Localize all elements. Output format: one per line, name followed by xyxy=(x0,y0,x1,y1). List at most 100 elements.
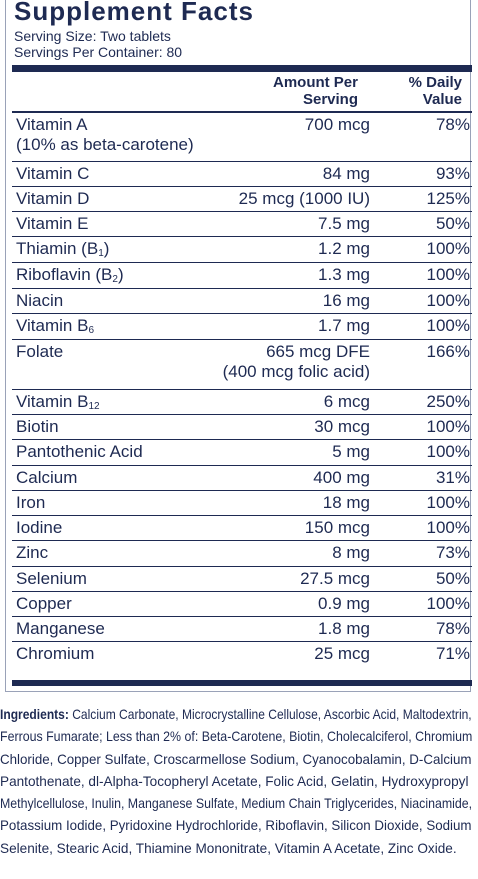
nutrient-name: Calcium xyxy=(16,468,77,488)
nutrient-name: Vitamin C xyxy=(16,164,89,184)
nutrient-name-subscript: 2 xyxy=(112,274,118,285)
amount-column-header: Amount Per Serving xyxy=(218,74,358,108)
nutrient-note: (10% as beta-carotene) xyxy=(16,135,194,154)
nutrient-name: Riboflavin (B2) xyxy=(16,265,124,290)
table-row: Vitamin D 25 mcg (1000 IU) 125% xyxy=(12,187,472,212)
amount-per-serving: 700 mcg xyxy=(304,115,370,134)
nutrient-name-text: Calcium xyxy=(16,468,78,487)
ingredients-line: Ingredients: Calcium Carbonate, Microcry… xyxy=(0,704,472,726)
amount-per-serving: 1.7 mg xyxy=(318,316,370,335)
nutrient-name-text: Chromium xyxy=(16,644,95,663)
amount-per-serving: 25 mcg (1000 IU) xyxy=(238,189,370,208)
ingredients-text: Calcium Carbonate, Microcrystalline Cell… xyxy=(68,707,472,722)
ingredients-label: Ingredients: xyxy=(0,707,69,722)
daily-value: 78% xyxy=(435,115,470,134)
thick-divider xyxy=(12,65,472,72)
table-row: Riboflavin (B2) 1.3 mg 100% xyxy=(12,263,472,289)
nutrient-name: Vitamin B6 xyxy=(16,316,94,341)
amount-per-serving: 16 mg xyxy=(322,291,370,310)
nutrient-name-text: Thiamin (B xyxy=(16,239,99,258)
nutrient-name-suffix: ) xyxy=(103,239,110,258)
nutrient-name: Iodine xyxy=(16,518,62,538)
daily-value: 31% xyxy=(435,468,470,487)
table-row: Vitamin C 84 mg 93% xyxy=(12,162,472,187)
nutrient-name-text: Riboflavin (B xyxy=(16,265,113,284)
nutrient-name: Pantothenic Acid xyxy=(16,442,143,462)
table-row: Folate 665 mcg DFE 166% (400 mcg folic acid… xyxy=(12,340,472,390)
daily-value-column-header: % Daily Value xyxy=(372,74,462,108)
amount-per-serving: 665 mcg DFE xyxy=(266,342,370,361)
ingredients-text: Methylcellulose, Inulin, Manganese Sulfa… xyxy=(0,796,473,812)
ingredients-line: Selenite, Stearic Acid, Thiamine Mononit… xyxy=(0,838,457,860)
nutrient-name: Vitamin D xyxy=(16,189,89,209)
daily-value: 50% xyxy=(435,569,470,588)
amount-per-serving: 400 mg xyxy=(313,468,370,487)
nutrient-name-text: Vitamin B xyxy=(16,316,89,335)
table-row: Iron 18 mg 100% xyxy=(12,491,472,516)
daily-value: 71% xyxy=(435,644,470,663)
daily-value: 125% xyxy=(426,189,470,208)
table-row: Manganese 1.8 mg 78% xyxy=(12,617,472,642)
nutrient-name-text: Selenium xyxy=(16,569,87,588)
nutrient-name-text: Vitamin D xyxy=(16,189,90,208)
table-row: Chromium 25 mcg 71% xyxy=(12,642,472,667)
ingredients-block: Ingredients: Calcium Carbonate, Microcry… xyxy=(0,704,478,860)
nutrient-name: Copper xyxy=(16,594,72,614)
bottom-divider xyxy=(12,680,472,686)
supplement-facts-panel: Supplement Facts Serving Size: Two table… xyxy=(5,0,472,692)
table-row: Vitamin B12 6 mcg 250% xyxy=(12,390,472,415)
nutrient-table: Vitamin A 700 mcg 78% (10% as beta-carotene… xyxy=(12,113,472,667)
daily-value: 50% xyxy=(435,214,470,233)
nutrient-name-text: Manganese xyxy=(16,619,105,638)
daily-value: 78% xyxy=(435,619,470,638)
amount-per-serving: 0.9 mg xyxy=(318,594,370,613)
amount-per-serving: 7.5 mg xyxy=(318,214,370,233)
nutrient-name-text: Folate xyxy=(16,342,64,361)
servings-per-container: Servings Per Container: 80 xyxy=(14,44,183,60)
ingredients-text: Ferrous Fumarate; Less than 2% of: Beta-… xyxy=(0,729,473,745)
nutrient-name: Biotin xyxy=(16,417,59,437)
nutrient-name: Chromium xyxy=(16,644,94,664)
nutrient-name-text: Vitamin B xyxy=(16,392,89,411)
daily-value: 166% xyxy=(426,342,470,361)
nutrient-name-text: Iodine xyxy=(16,518,63,537)
daily-value: 250% xyxy=(426,392,470,411)
ingredients-line: Chloride, Copper Sulfate, Croscarmellose… xyxy=(0,749,472,771)
daily-value: 100% xyxy=(426,265,470,284)
ingredients-text: Chloride, Copper Sulfate, Croscarmellose… xyxy=(0,751,472,767)
amount-per-serving: 18 mg xyxy=(322,493,370,512)
amount-per-serving: 1.8 mg xyxy=(318,619,370,638)
ingredients-line: Methylcellulose, Inulin, Manganese Sulfa… xyxy=(0,793,472,815)
nutrient-name: Iron xyxy=(16,493,45,513)
table-row: Vitamin A 700 mcg 78% (10% as beta-carotene… xyxy=(12,113,472,162)
panel-title: Supplement Facts xyxy=(14,0,254,26)
table-row: Iodine 150 mcg 100% xyxy=(12,516,472,541)
daily-value: 100% xyxy=(426,594,470,613)
amount-header-line2: Serving xyxy=(302,91,358,108)
header-divider xyxy=(12,111,472,113)
nutrient-name-subscript: 6 xyxy=(88,325,95,336)
table-row: Selenium 27.5 mcg 50% xyxy=(12,567,472,592)
nutrient-name-subscript: 1 xyxy=(98,248,104,259)
amount-per-serving: 6 mcg xyxy=(323,392,370,411)
table-row: Copper 0.9 mg 100% xyxy=(12,592,472,617)
amount-per-serving: 27.5 mcg xyxy=(300,569,370,588)
nutrient-name: Zinc xyxy=(16,543,48,563)
nutrient-name: Folate xyxy=(16,342,63,362)
nutrient-name-text: Iron xyxy=(16,493,46,512)
amount-header-line1: Amount Per xyxy=(272,74,358,91)
amount-per-serving: 84 mg xyxy=(322,164,370,183)
table-row: Calcium 400 mg 31% xyxy=(12,466,472,491)
nutrient-name-text: Vitamin A xyxy=(16,115,88,134)
daily-value: 100% xyxy=(426,493,470,512)
amount-per-serving: 25 mcg xyxy=(314,644,370,663)
serving-size: Serving Size: Two tablets xyxy=(14,28,171,44)
table-row: Pantothenic Acid 5 mg 100% xyxy=(12,440,472,466)
nutrient-name: Vitamin A xyxy=(16,115,88,135)
amount-per-serving: 1.2 mg xyxy=(318,239,370,258)
nutrient-name-text: Pantothenic Acid xyxy=(16,442,143,461)
dv-header-line2: Value xyxy=(422,91,462,108)
table-row: Biotin 30 mcg 100% xyxy=(12,415,472,440)
ingredients-text: Potassium Iodide, Pyridoxine Hydrochlori… xyxy=(0,818,472,834)
table-row: Vitamin E 7.5 mg 50% xyxy=(12,212,472,237)
